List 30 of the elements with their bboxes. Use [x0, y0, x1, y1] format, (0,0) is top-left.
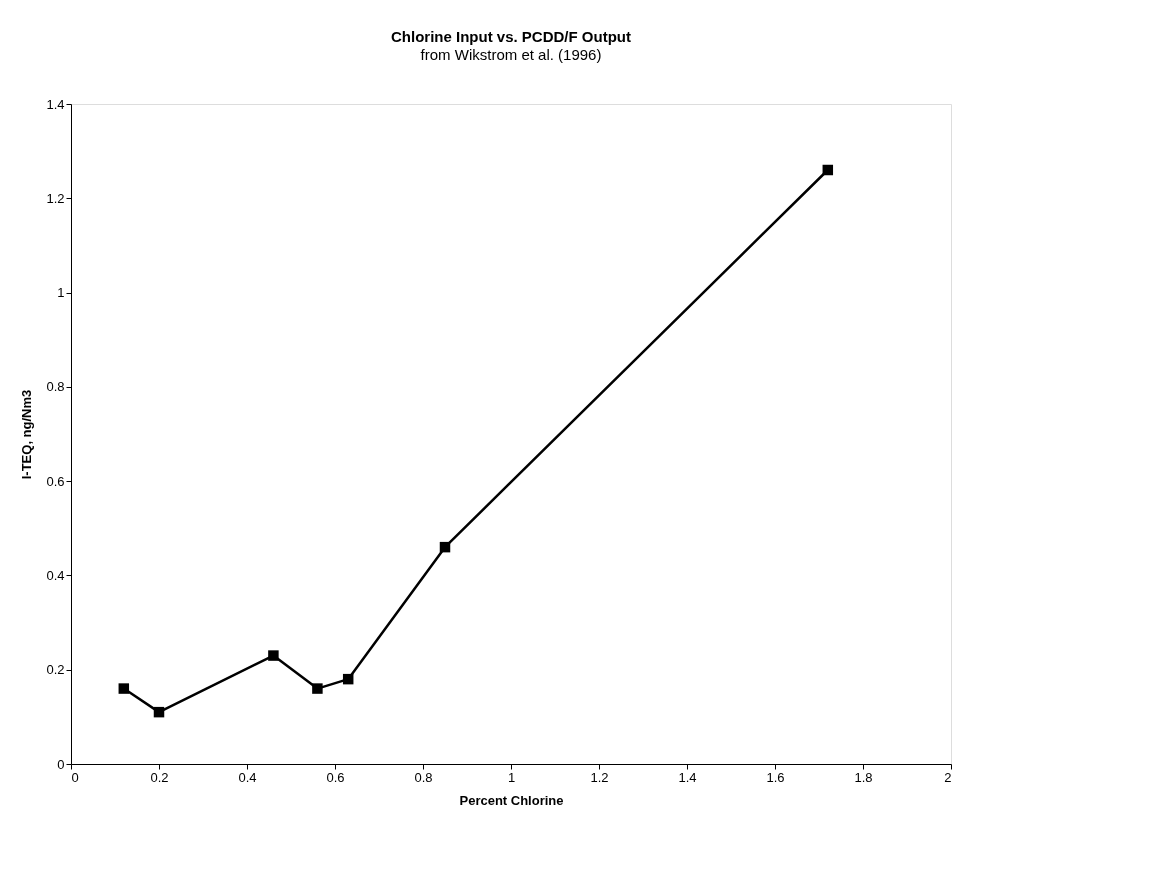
y-tick-label: 0.4 — [46, 567, 65, 583]
y-axis-title: I-TEQ, ng/Nm3 — [19, 389, 35, 480]
y-tick-label: 0.8 — [46, 379, 65, 395]
x-tick-label: 1.2 — [590, 769, 609, 785]
x-tick-label: 1 — [507, 769, 516, 785]
x-tick-label: 1.8 — [854, 769, 873, 785]
point — [312, 683, 323, 694]
point — [268, 650, 279, 661]
y-tick-label: 1 — [57, 285, 65, 301]
x-tick-label: 0.6 — [326, 769, 345, 785]
chart-subtitle: from Wikstrom et al. (1996) — [420, 46, 602, 63]
y-tick-label: 1.2 — [46, 190, 65, 206]
x-tick-label: 1.6 — [766, 769, 785, 785]
point — [822, 164, 834, 176]
point — [118, 683, 130, 694]
x-tick-label: 2 — [944, 769, 952, 785]
x-axis-title: Percent Chlorine — [459, 792, 564, 808]
point — [439, 541, 451, 553]
x-tick-label: 0.4 — [238, 769, 257, 785]
x-tick-label: 0.2 — [150, 769, 169, 785]
point — [153, 706, 165, 718]
y-tick-label: 0 — [57, 756, 65, 772]
chart-title: Chlorine Input vs. PCDD/F Output — [391, 28, 631, 45]
y-tick-label: 0.2 — [46, 662, 65, 678]
x-tick-label: 0 — [71, 769, 79, 785]
point — [342, 673, 354, 685]
y-tick-label: 1.4 — [46, 96, 65, 112]
y-tick-label: 0.6 — [46, 473, 65, 489]
x-tick-label: 1.4 — [678, 769, 697, 785]
x-tick-label: 0.8 — [414, 769, 433, 785]
